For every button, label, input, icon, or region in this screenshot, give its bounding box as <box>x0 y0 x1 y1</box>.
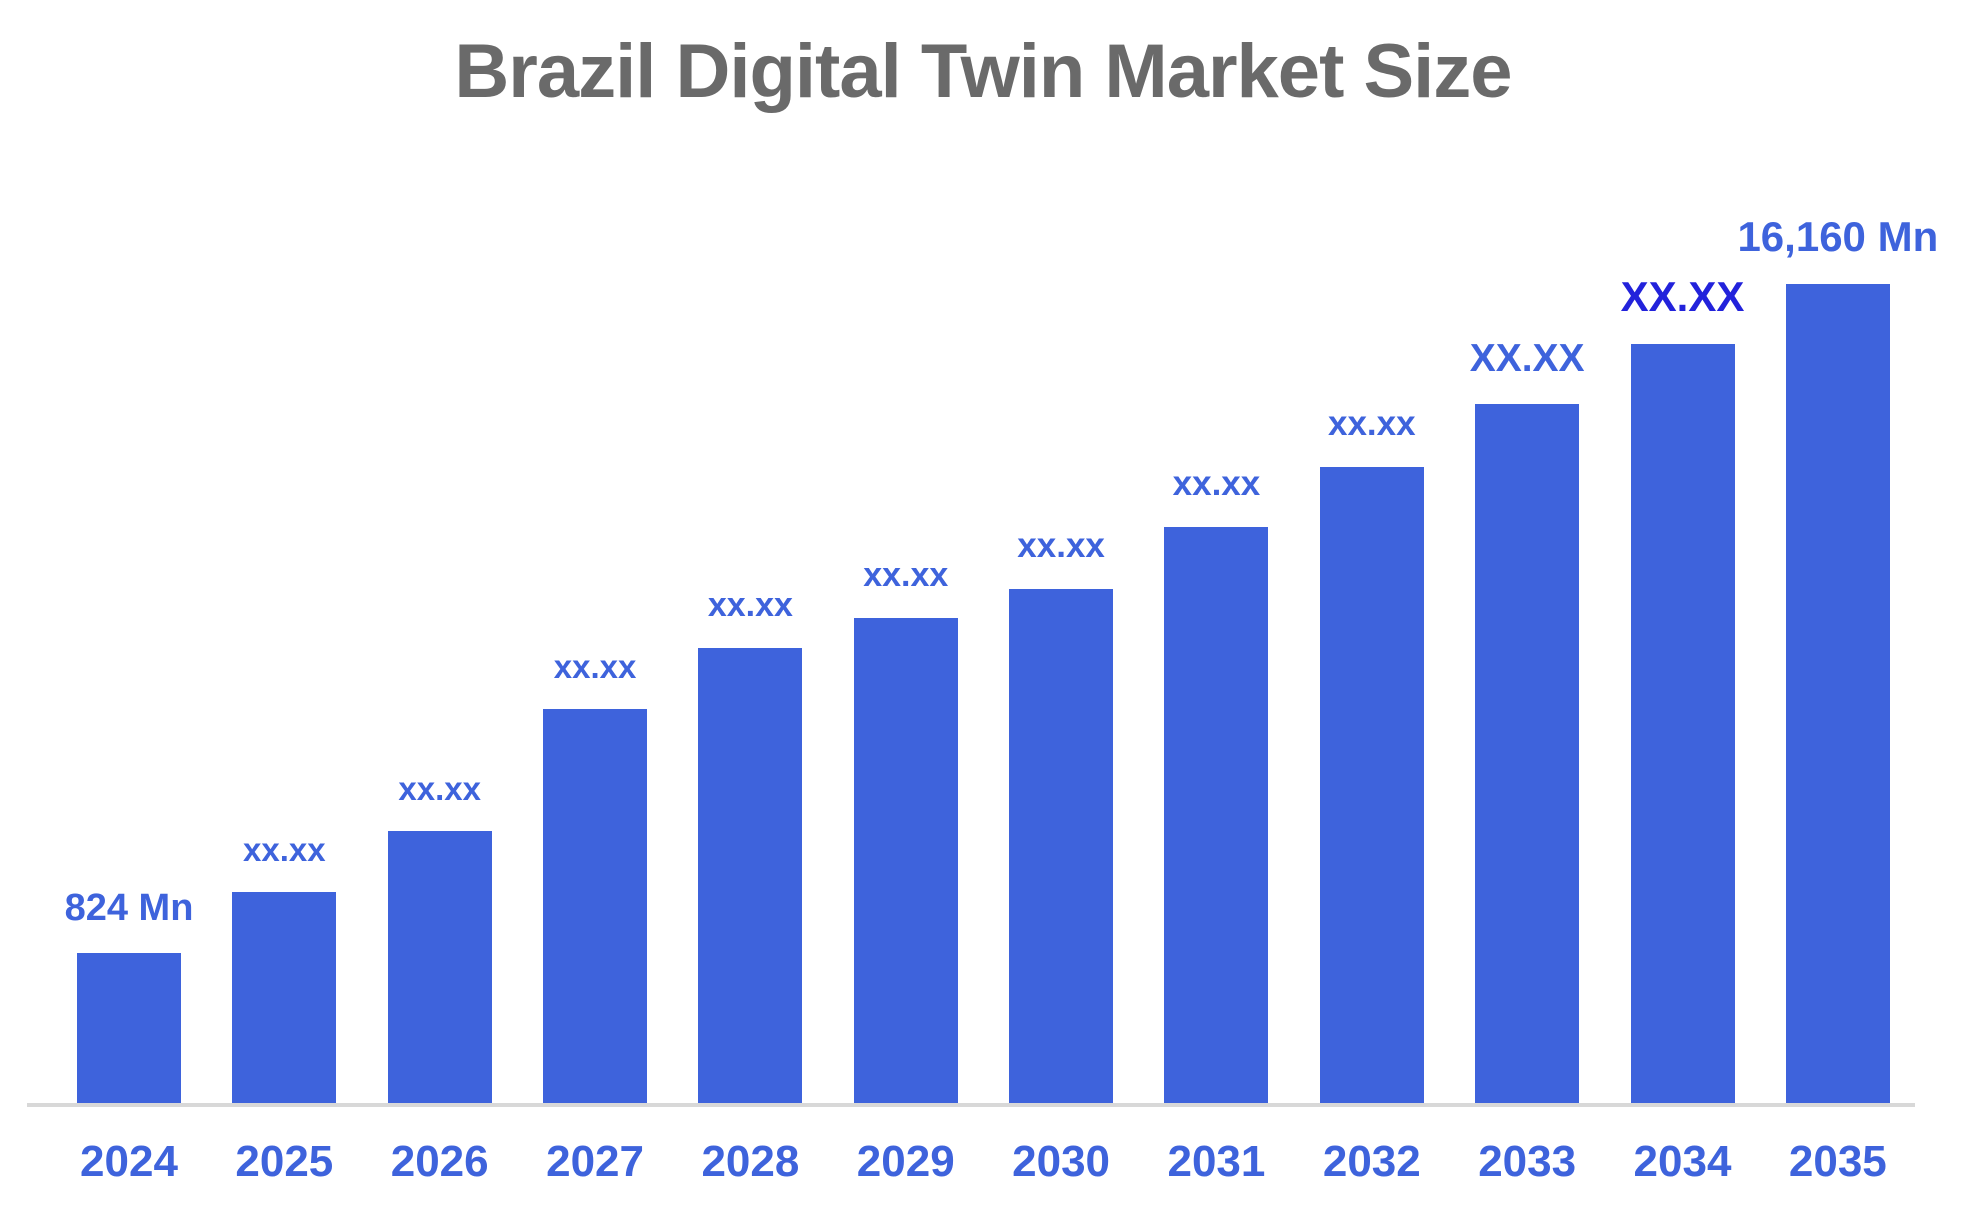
bar-2032 <box>1319 467 1424 1103</box>
year-label-2028: 2028 <box>701 1137 800 1186</box>
year-label-2024: 2024 <box>80 1137 178 1186</box>
bar-2035 <box>1785 284 1890 1103</box>
year-label-2032: 2032 <box>1322 1137 1421 1186</box>
bar-2030 <box>1009 589 1114 1103</box>
bar-2024 <box>77 953 181 1103</box>
value-label-2025: xx.xx <box>243 831 326 868</box>
value-label-2024: 824 Mn <box>64 887 194 929</box>
bar-2029 <box>853 618 958 1103</box>
year-label-2027: 2027 <box>546 1137 644 1186</box>
bar-2033 <box>1475 404 1580 1103</box>
year-label-2031: 2031 <box>1167 1137 1266 1186</box>
bar-2027 <box>543 709 648 1103</box>
year-label-2029: 2029 <box>856 1137 955 1186</box>
year-label-2026: 2026 <box>390 1137 489 1186</box>
year-label-2035: 2035 <box>1788 1137 1887 1186</box>
bar-2025 <box>232 892 337 1103</box>
value-label-2027: xx.xx <box>553 648 637 685</box>
value-label-2034: XX.XX <box>1620 273 1745 320</box>
value-label-2032: xx.xx <box>1328 404 1416 443</box>
year-label-2030: 2030 <box>1012 1137 1111 1186</box>
bar-2028 <box>698 648 803 1103</box>
bar-2031 <box>1164 527 1269 1103</box>
bar-2026 <box>387 831 492 1103</box>
value-label-2033: XX.XX <box>1469 337 1585 380</box>
value-label-2030: xx.xx <box>1017 526 1105 565</box>
year-label-2025: 2025 <box>235 1137 334 1186</box>
year-label-2034: 2034 <box>1633 1137 1732 1186</box>
value-label-2031: xx.xx <box>1172 464 1261 503</box>
value-label-2035: 16,160 Mn <box>1737 213 1939 260</box>
year-label-2033: 2033 <box>1478 1137 1577 1186</box>
chart-title: Brazil Digital Twin Market Size <box>454 29 1512 114</box>
value-label-2026: xx.xx <box>398 770 481 807</box>
bar-2034 <box>1630 344 1735 1103</box>
value-label-2028: xx.xx <box>707 586 793 624</box>
x-axis-line <box>27 1103 1915 1107</box>
value-label-2029: xx.xx <box>863 556 949 594</box>
